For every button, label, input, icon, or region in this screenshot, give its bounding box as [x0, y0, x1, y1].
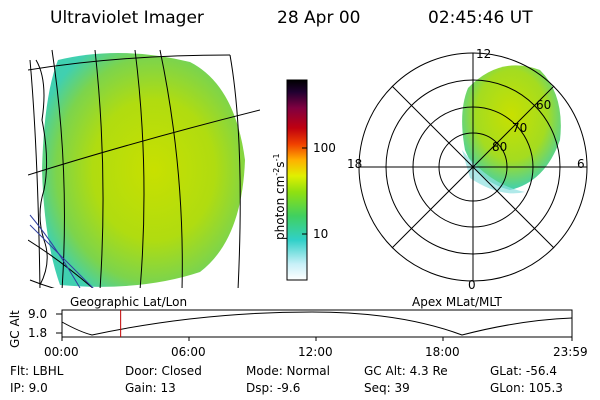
status-gc-alt: GC Alt: 4.3 Re	[364, 364, 448, 378]
lat-label-80: 80	[492, 140, 508, 154]
altitude-xtick-1: 06:00	[171, 345, 206, 359]
geographic-caption: Geographic Lat/Lon	[70, 295, 188, 309]
mlt-label-12: 12	[476, 47, 492, 61]
colorbar-tick-100: 100	[313, 141, 336, 155]
colorbar-tick-10: 10	[313, 227, 329, 241]
colorbar-unit-label: photon cm-2s-1	[272, 153, 287, 240]
status-glat: GLat: -56.4	[490, 364, 557, 378]
mlt-label-6: 6	[577, 157, 585, 171]
polar-plot	[358, 52, 588, 282]
status-gain: Gain: 13	[125, 381, 176, 395]
mlt-label-0: 0	[468, 278, 476, 292]
status-seq: Seq: 39	[364, 381, 410, 395]
instrument-title: Ultraviolet Imager	[50, 8, 204, 28]
altitude-xtick-3: 18:00	[425, 345, 460, 359]
altitude-ylabel: GC Alt	[8, 310, 22, 348]
time-label: 02:45:46 UT	[428, 8, 533, 28]
altitude-plot	[56, 309, 573, 341]
date-label: 28 Apr 00	[277, 8, 361, 28]
status-mode: Mode: Normal	[246, 364, 330, 378]
apex-caption: Apex MLat/MLT	[412, 295, 502, 309]
status-glon: GLon: 105.3	[490, 381, 563, 395]
geographic-image-panel	[28, 49, 260, 288]
altitude-ytick-9: 9.0	[28, 307, 48, 321]
status-dsp: Dsp: -9.6	[246, 381, 301, 395]
colorbar	[286, 79, 308, 281]
lat-label-70: 70	[512, 121, 528, 135]
altitude-xtick-0: 00:00	[44, 345, 79, 359]
status-filter: Flt: LBHL	[10, 364, 64, 378]
status-ip: IP: 9.0	[10, 381, 48, 395]
status-door: Door: Closed	[125, 364, 202, 378]
altitude-xtick-2: 12:00	[298, 345, 333, 359]
lat-label-60: 60	[536, 98, 552, 112]
altitude-xtick-4: 23:59	[553, 345, 588, 359]
mlt-label-18: 18	[347, 157, 363, 171]
altitude-ytick-1: 1.8	[28, 326, 48, 340]
